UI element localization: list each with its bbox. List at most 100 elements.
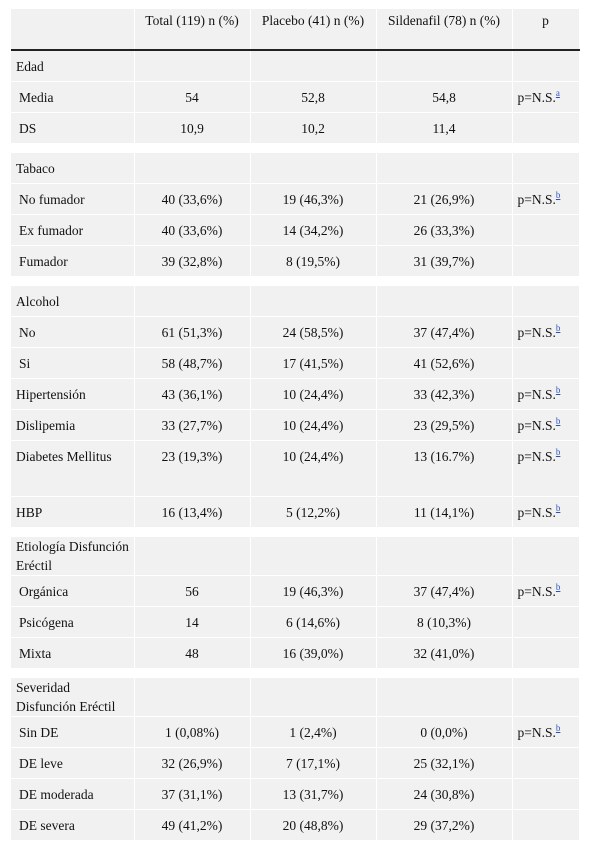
empty-cell	[512, 152, 580, 184]
p-value-cell	[512, 245, 580, 277]
spacer-cell	[134, 276, 251, 286]
empty-cell	[376, 536, 513, 576]
p-value-cell: p=N.S.b	[512, 716, 580, 748]
header-p-value: p	[512, 9, 580, 51]
p-value-cell	[512, 809, 580, 841]
table-row: Orgánica 56 19 (46,3%) 37 (47,4%) p=N.S.b	[11, 575, 580, 607]
empty-cell	[376, 677, 513, 717]
spacer-cell	[376, 143, 513, 153]
row-label: Orgánica	[11, 575, 135, 607]
placebo-cell: 19 (46,3%)	[250, 183, 377, 215]
footnote-link[interactable]: b	[555, 415, 561, 426]
placebo-cell: 1 (2,4%)	[250, 716, 377, 748]
spacer-cell	[11, 276, 135, 286]
section-header-row: Severidad Disfunción Eréctil	[11, 677, 580, 717]
empty-cell	[134, 677, 251, 717]
section-spacer	[11, 527, 580, 537]
spacer-cell	[376, 527, 513, 537]
spacer-cell	[376, 668, 513, 678]
p-value-cell	[512, 347, 580, 379]
spacer-cell	[134, 668, 251, 678]
placebo-cell: 19 (46,3%)	[250, 575, 377, 607]
empty-cell	[512, 50, 580, 82]
placebo-cell: 5 (12,2%)	[250, 496, 377, 528]
p-value-cell	[512, 637, 580, 669]
footnote-link[interactable]: b	[555, 447, 561, 457]
row-label: DE severa	[11, 809, 135, 841]
sildenafil-cell: 13 (16.7%)	[376, 440, 513, 497]
placebo-cell: 10 (24,4%)	[250, 378, 377, 410]
sildenafil-cell: 25 (32,1%)	[376, 747, 513, 779]
sildenafil-cell: 31 (39,7%)	[376, 245, 513, 277]
table-row: Mixta 48 16 (39,0%) 32 (41,0%)	[11, 637, 580, 669]
section-header-row: Etiología Disfunción Eréctil	[11, 536, 580, 576]
p-value-text: p=N.S.	[517, 417, 556, 433]
sildenafil-cell: 11 (14,1%)	[376, 496, 513, 528]
spacer-cell	[250, 668, 377, 678]
baseline-characteristics-table: Total (119) n (%) Placebo (41) n (%) Sil…	[11, 9, 580, 841]
placebo-cell: 14 (34,2%)	[250, 214, 377, 246]
empty-cell	[134, 152, 251, 184]
spacer-cell	[250, 143, 377, 153]
row-label: Mixta	[11, 637, 135, 669]
table-row: Ex fumador 40 (33,6%) 14 (34,2%) 26 (33,3%)	[11, 214, 580, 246]
section-header-row: Alcohol	[11, 285, 580, 317]
footnote-link[interactable]: b	[555, 502, 561, 513]
footnote-link[interactable]: a	[555, 87, 560, 98]
placebo-cell: 17 (41,5%)	[250, 347, 377, 379]
total-cell: 16 (13,4%)	[134, 496, 251, 528]
sildenafil-cell: 24 (30,8%)	[376, 778, 513, 810]
total-cell: 14	[134, 606, 251, 638]
section-header-row: Tabaco	[11, 152, 580, 184]
p-value-text: p=N.S.	[517, 449, 556, 464]
table-row: Si 58 (48,7%) 17 (41,5%) 41 (52,6%)	[11, 347, 580, 379]
total-cell: 58 (48,7%)	[134, 347, 251, 379]
header-variable	[11, 9, 135, 51]
spacer-cell	[11, 527, 135, 537]
placebo-cell: 16 (39,0%)	[250, 637, 377, 669]
section-label: Edad	[11, 50, 135, 82]
p-value-cell: p=N.S.b	[512, 316, 580, 348]
total-cell: 1 (0,08%)	[134, 716, 251, 748]
table-row: HBP 16 (13,4%) 5 (12,2%) 11 (14,1%) p=N.S.b	[11, 496, 580, 528]
p-value-text: p=N.S.	[517, 191, 556, 207]
row-label: Psicógena	[11, 606, 135, 638]
p-value-cell	[512, 112, 580, 144]
p-value-cell: p=N.S.b	[512, 440, 580, 497]
empty-cell	[250, 677, 377, 717]
spacer-cell	[512, 143, 580, 153]
footnote-link[interactable]: b	[555, 384, 561, 395]
sildenafil-cell: 33 (42,3%)	[376, 378, 513, 410]
sildenafil-cell: 8 (10,3%)	[376, 606, 513, 638]
row-label: DS	[11, 112, 135, 144]
p-value-text: p=N.S.	[517, 324, 556, 340]
spacer-cell	[11, 668, 135, 678]
row-label: DE leve	[11, 747, 135, 779]
table-row: DS 10,9 10,2 11,4	[11, 112, 580, 144]
total-cell: 56	[134, 575, 251, 607]
footnote-link[interactable]: b	[555, 322, 561, 333]
table-row: Fumador 39 (32,8%) 8 (19,5%) 31 (39,7%)	[11, 245, 580, 277]
sildenafil-cell: 37 (47,4%)	[376, 316, 513, 348]
table-row: Diabetes Mellitus 23 (19,3%) 10 (24,4%) 13 …	[11, 440, 580, 497]
placebo-cell: 6 (14,6%)	[250, 606, 377, 638]
footnote-marker: b	[556, 323, 561, 333]
spacer-cell	[512, 527, 580, 537]
empty-cell	[512, 677, 580, 717]
table-header: Total (119) n (%) Placebo (41) n (%) Sil…	[11, 9, 580, 51]
section-label: Severidad Disfunción Eréctil	[11, 677, 135, 717]
sildenafil-cell: 54,8	[376, 81, 513, 113]
table-body: Edad Media 54 52,8 54,8 p=N.S.a DS 10,9 10,2 11,4…	[11, 50, 580, 841]
empty-cell	[512, 285, 580, 317]
spacer-cell	[376, 276, 513, 286]
spacer-cell	[250, 527, 377, 537]
table-container: Total (119) n (%) Placebo (41) n (%) Sil…	[11, 9, 580, 841]
footnote-marker: b	[556, 447, 561, 457]
sildenafil-cell: 23 (29,5%)	[376, 409, 513, 441]
table-row: DE leve 32 (26,9%) 7 (17,1%) 25 (32,1%)	[11, 747, 580, 779]
footnote-link[interactable]: b	[555, 581, 561, 592]
footnote-link[interactable]: b	[555, 189, 561, 200]
row-label: Media	[11, 81, 135, 113]
section-label: Alcohol	[11, 285, 135, 317]
footnote-link[interactable]: b	[555, 722, 561, 733]
